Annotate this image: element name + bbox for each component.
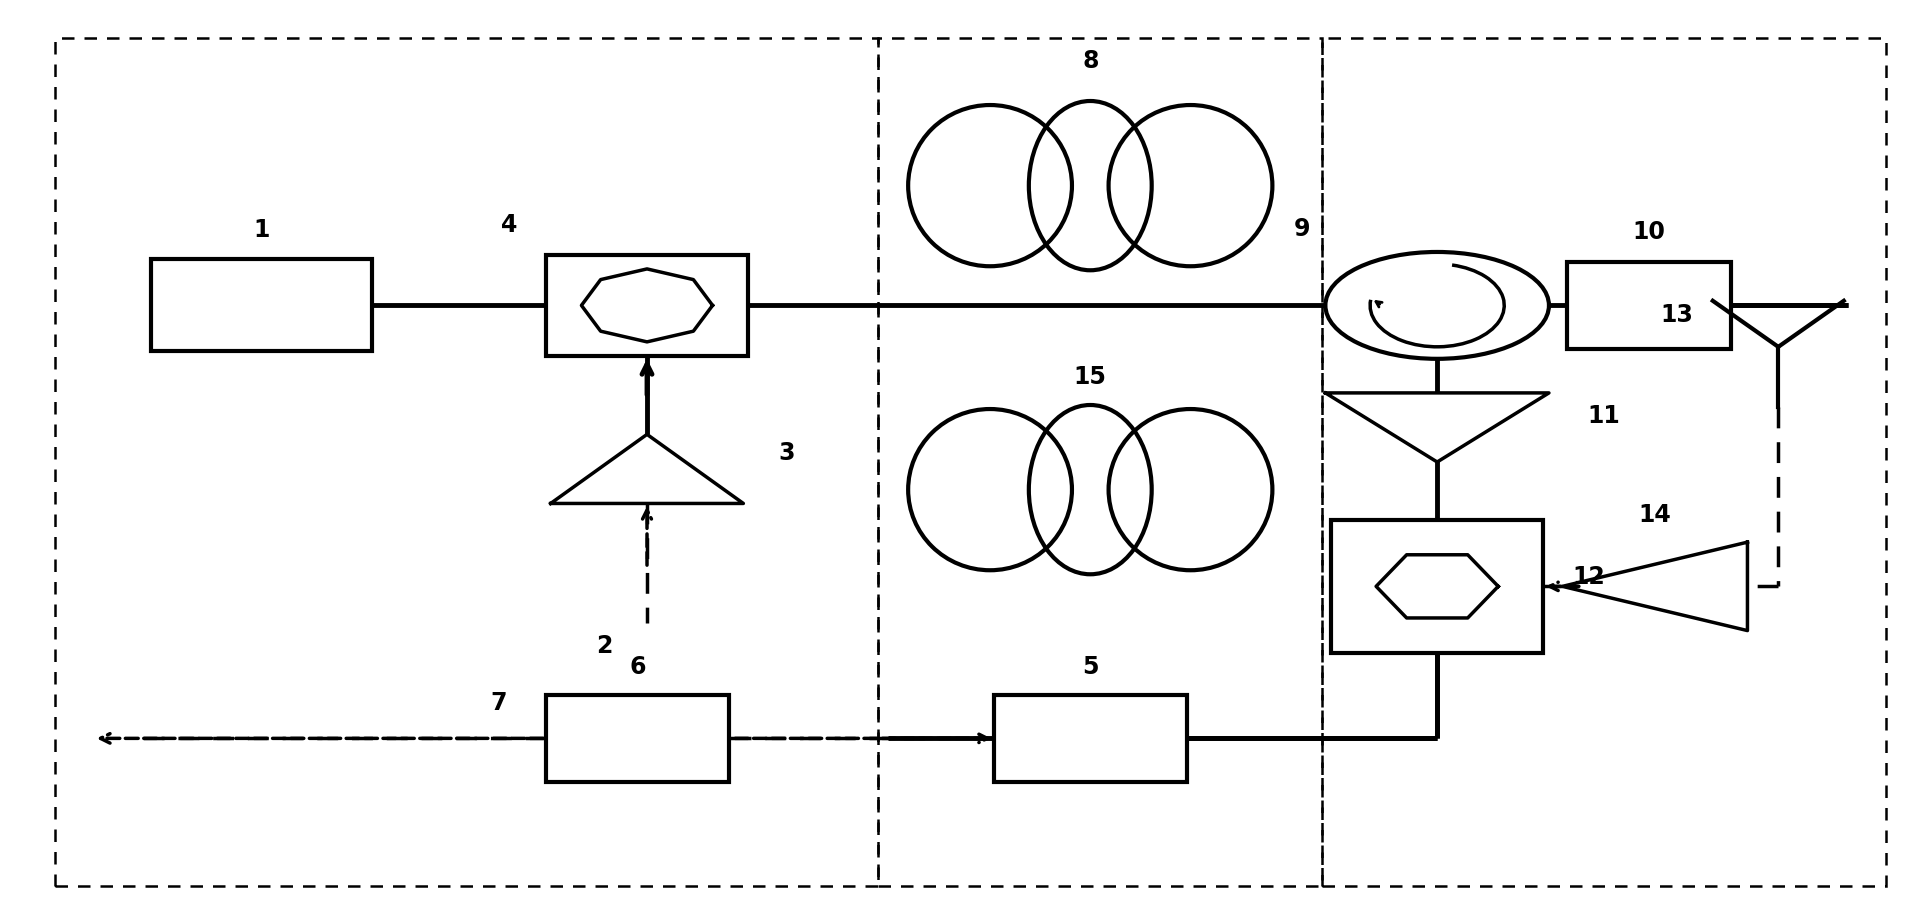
Text: 5: 5	[1083, 655, 1098, 679]
Bar	[994, 695, 1187, 782]
Text: 12: 12	[1573, 565, 1606, 590]
Text: 2: 2	[596, 634, 612, 658]
Bar	[151, 260, 372, 351]
Circle shape	[1326, 252, 1550, 359]
Text: 7: 7	[490, 691, 508, 715]
Bar	[1322, 38, 1886, 886]
Polygon shape	[1563, 542, 1747, 630]
Bar	[56, 38, 878, 886]
Bar	[546, 255, 749, 356]
Text: 11: 11	[1588, 404, 1621, 428]
Text: 15: 15	[1073, 365, 1106, 389]
Text: 1: 1	[253, 218, 270, 242]
Text: 4: 4	[500, 213, 517, 237]
Polygon shape	[1326, 393, 1550, 462]
Text: 14: 14	[1639, 503, 1671, 527]
Text: 6: 6	[629, 655, 647, 679]
Text: 8: 8	[1083, 49, 1098, 73]
Text: 10: 10	[1633, 220, 1666, 244]
Text: 3: 3	[778, 441, 795, 465]
Text: 13: 13	[1660, 302, 1693, 326]
Bar	[878, 38, 1322, 886]
Polygon shape	[550, 434, 743, 504]
Bar	[1567, 261, 1731, 349]
Text: 9: 9	[1293, 217, 1310, 241]
Bar	[1332, 519, 1544, 653]
Bar	[546, 695, 730, 782]
